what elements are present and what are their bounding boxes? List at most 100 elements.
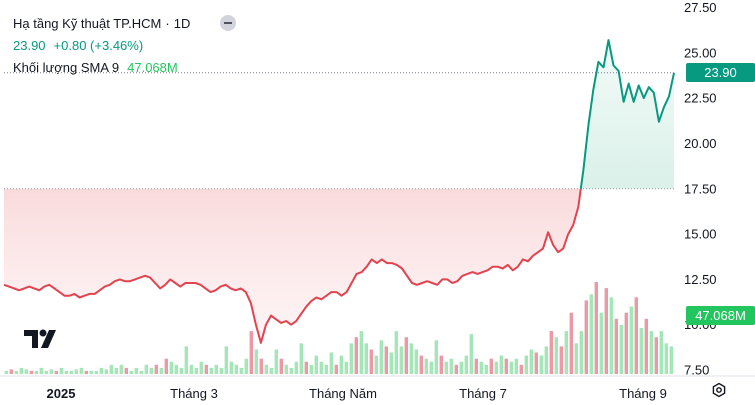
volume-bar [119,364,123,374]
volume-bar [294,361,298,374]
volume-bar [289,367,293,374]
chart-legend: Hạ tầng Kỹ thuật TP.HCM · 1D 23.90 +0.80… [13,12,237,78]
volume-bar [349,343,353,374]
volume-bar [664,343,668,374]
y-tick-label: 25.00 [684,45,717,60]
volume-bar [424,358,428,374]
x-tick-label: Tháng 3 [170,386,218,401]
volume-bar [344,361,348,374]
symbol-name[interactable]: Hạ tầng Kỹ thuật TP.HCM [13,15,162,31]
volume-bar [99,367,103,374]
volume-bar [9,369,13,374]
volume-bar [274,349,278,374]
volume-bar [14,370,18,374]
volume-bar [649,331,653,374]
y-tick-label: 22.50 [684,91,717,106]
volume-bar [579,331,583,374]
area-above-baseline [580,40,674,189]
volume-bar [549,331,553,374]
volume-bar [354,337,358,374]
volume-bar [184,346,188,374]
volume-bar [164,358,168,374]
volume-bar [179,367,183,374]
volume-bar [554,337,558,374]
volume-bar [619,324,623,374]
volume-bar [169,361,173,374]
legend-separator: · [165,15,170,31]
volume-bar [299,343,303,374]
hide-legend-icon[interactable] [220,15,237,31]
volume-bar [639,328,643,374]
volume-bar [174,364,178,374]
volume-bar [624,312,628,374]
volume-bar [339,355,343,374]
timeframe-label[interactable]: 1D [173,15,191,31]
baseline-area [4,40,674,343]
volume-bar [194,367,198,374]
volume-bar [69,370,73,374]
settings-icon[interactable] [711,382,727,398]
time-axis[interactable]: 2025 Tháng 3 Tháng Năm Tháng 7 Tháng 9 [0,375,755,401]
volume-bar [669,346,673,374]
x-tick-label: Tháng 9 [619,386,667,401]
volume-bar [464,355,468,374]
volume-bar [219,367,223,374]
volume-bar [544,346,548,374]
tradingview-logo-icon[interactable] [22,326,58,354]
volume-bar [94,370,98,374]
volume-bar [494,361,498,374]
legend-volume-row[interactable]: Khối lượng SMA 9 47.068M [13,56,236,78]
volume-bar [474,358,478,374]
volume-bar [459,361,463,374]
volume-bar [334,364,338,374]
volume-bar [109,364,113,374]
volume-bar [124,367,128,374]
volume-bar [539,355,543,374]
volume-bar [284,364,288,374]
volume-bar [449,358,453,374]
volume-bar [59,367,63,374]
volume-bar [329,352,333,374]
y-tick-label: 15.00 [684,227,717,242]
line-below-baseline [3,188,582,344]
volume-bar [4,370,8,374]
volume-bar [259,358,263,374]
volume-bar [244,358,248,374]
volume-bar [369,349,373,374]
volume-bar [149,367,153,374]
volume-bar [504,358,508,374]
legend-price-row: 23.90 +0.80 (+3.46%) [13,34,236,56]
price-badge: 23.90 [686,63,755,83]
volume-bar [279,358,283,374]
volume-bar [434,340,438,374]
last-price: 23.90 [13,37,46,53]
volume-bar [34,370,38,374]
volume-bar [594,282,598,374]
volume-bar [129,370,133,374]
volume-bar [249,331,253,374]
volume-bar [159,367,163,374]
volume-bar [399,346,403,374]
y-tick-label: 20.00 [684,136,717,151]
volume-bar [569,312,573,374]
volume-bar [389,352,393,374]
line-above-baseline [579,39,675,189]
volume-bar [589,294,593,374]
volume-bar [374,355,378,374]
volume-bar [364,343,368,374]
volume-bar [484,364,488,374]
volume-bar [144,364,148,374]
area-below-baseline [4,188,581,343]
volume-bar [534,352,538,374]
volume-bar [454,364,458,374]
volume-bar [479,361,483,374]
volume-bar [269,367,273,374]
volume-bars [4,282,673,374]
volume-bar [404,337,408,374]
volume-bar [654,337,658,374]
volume-bar [114,367,118,374]
volume-bar [54,370,58,374]
price-axis[interactable]: 27.5025.0022.5020.0017.5015.0012.5010.00… [684,0,717,378]
legend-symbol-row: Hạ tầng Kỹ thuật TP.HCM · 1D [13,12,237,34]
